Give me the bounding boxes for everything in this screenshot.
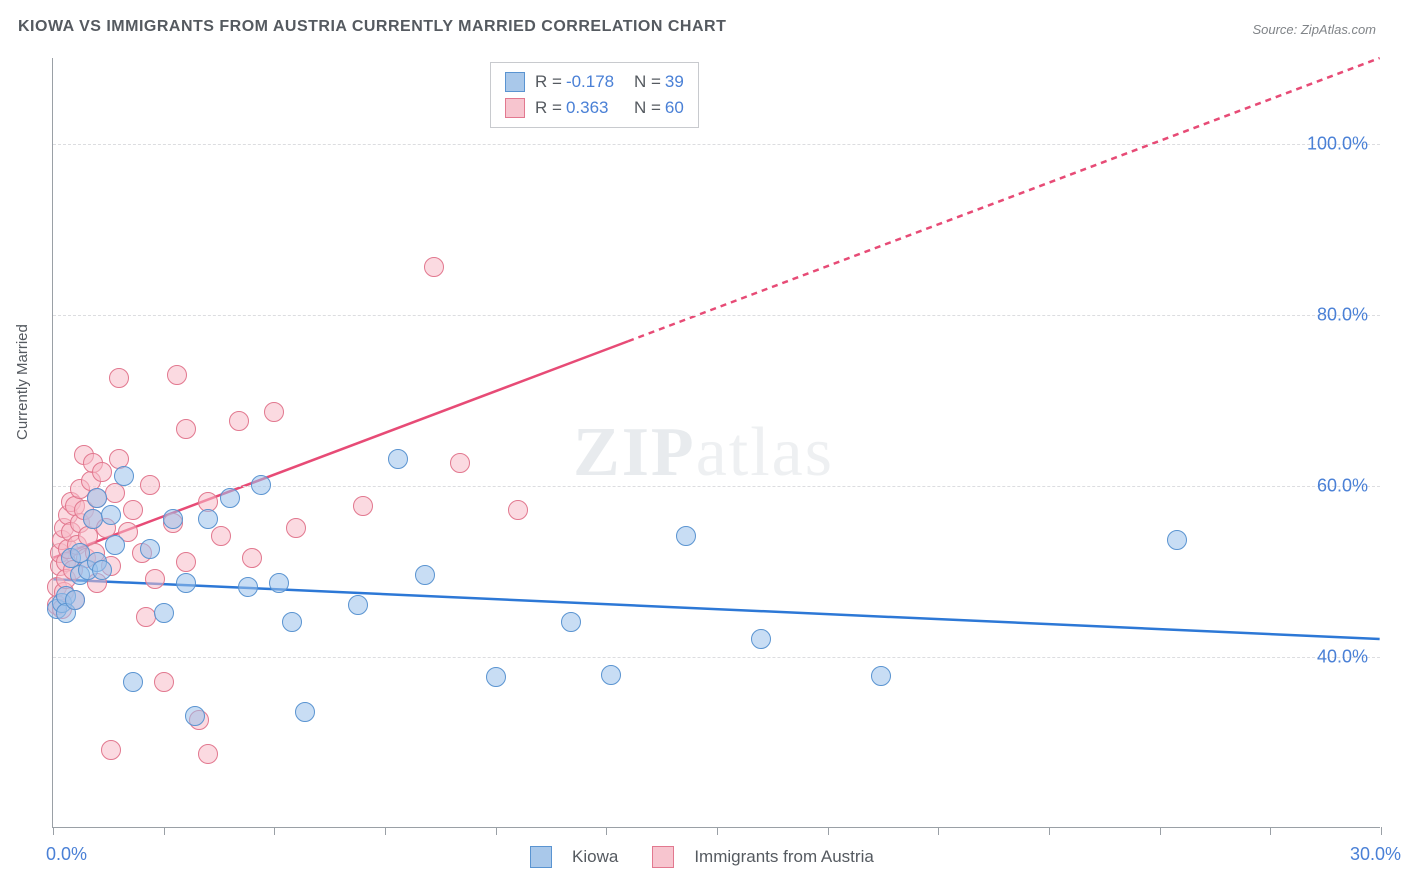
point-kiowa xyxy=(238,577,258,597)
x-tick xyxy=(496,827,497,835)
point-austria xyxy=(167,365,187,385)
legend-r-label: R = xyxy=(535,69,562,95)
legend-series: Kiowa Immigrants from Austria xyxy=(530,846,898,868)
legend-swatch xyxy=(652,846,674,868)
x-tick xyxy=(1049,827,1050,835)
point-kiowa xyxy=(295,702,315,722)
point-kiowa xyxy=(282,612,302,632)
point-austria xyxy=(508,500,528,520)
point-kiowa xyxy=(65,590,85,610)
point-kiowa xyxy=(92,560,112,580)
x-tick xyxy=(1381,827,1382,835)
point-kiowa xyxy=(388,449,408,469)
point-kiowa xyxy=(163,509,183,529)
point-kiowa xyxy=(176,573,196,593)
legend-r-value: 0.363 xyxy=(566,95,634,121)
y-tick-label: 40.0% xyxy=(1317,646,1368,667)
point-austria xyxy=(109,368,129,388)
point-austria xyxy=(198,744,218,764)
point-kiowa xyxy=(101,505,121,525)
legend-r-label: R = xyxy=(535,95,562,121)
point-kiowa xyxy=(871,666,891,686)
x-tick xyxy=(717,827,718,835)
point-austria xyxy=(264,402,284,422)
point-kiowa xyxy=(348,595,368,615)
y-tick-label: 80.0% xyxy=(1317,304,1368,325)
x-tick xyxy=(1160,827,1161,835)
legend-swatch xyxy=(505,72,525,92)
x-tick-label: 0.0% xyxy=(46,844,87,865)
point-austria xyxy=(145,569,165,589)
x-tick xyxy=(53,827,54,835)
source-attribution: Source: ZipAtlas.com xyxy=(1252,22,1376,37)
x-tick xyxy=(828,827,829,835)
point-kiowa xyxy=(140,539,160,559)
point-kiowa xyxy=(486,667,506,687)
legend-n-value: 60 xyxy=(665,95,684,121)
point-austria xyxy=(353,496,373,516)
point-austria xyxy=(229,411,249,431)
point-kiowa xyxy=(185,706,205,726)
y-axis-label: Currently Married xyxy=(14,324,31,440)
point-kiowa xyxy=(601,665,621,685)
point-kiowa xyxy=(1167,530,1187,550)
point-kiowa xyxy=(198,509,218,529)
gridline xyxy=(53,315,1380,316)
point-kiowa xyxy=(251,475,271,495)
legend-swatch xyxy=(530,846,552,868)
point-austria xyxy=(140,475,160,495)
legend-row: R = 0.363N = 60 xyxy=(505,95,684,121)
point-austria xyxy=(450,453,470,473)
legend-n-label: N = xyxy=(634,95,661,121)
y-tick-label: 100.0% xyxy=(1307,133,1368,154)
gridline xyxy=(53,657,1380,658)
point-kiowa xyxy=(415,565,435,585)
point-kiowa xyxy=(114,466,134,486)
legend-row: R = -0.178N = 39 xyxy=(505,69,684,95)
point-austria xyxy=(101,740,121,760)
point-kiowa xyxy=(561,612,581,632)
legend-swatch xyxy=(505,98,525,118)
legend-r-value: -0.178 xyxy=(566,69,634,95)
legend-label: Kiowa xyxy=(572,847,618,867)
x-tick-label: 30.0% xyxy=(1350,844,1401,865)
point-kiowa xyxy=(676,526,696,546)
point-kiowa xyxy=(123,672,143,692)
plot-area: ZIPatlas 40.0% 60.0% 80.0% 100.0% xyxy=(52,58,1380,828)
point-austria xyxy=(242,548,262,568)
y-tick-label: 60.0% xyxy=(1317,475,1368,496)
legend-label: Immigrants from Austria xyxy=(694,847,874,867)
point-kiowa xyxy=(751,629,771,649)
point-kiowa xyxy=(269,573,289,593)
point-austria xyxy=(424,257,444,277)
point-kiowa xyxy=(220,488,240,508)
x-tick xyxy=(938,827,939,835)
point-austria xyxy=(286,518,306,538)
point-austria xyxy=(105,483,125,503)
point-austria xyxy=(176,552,196,572)
gridline xyxy=(53,144,1380,145)
watermark: ZIPatlas xyxy=(573,413,834,493)
point-kiowa xyxy=(154,603,174,623)
point-kiowa xyxy=(105,535,125,555)
point-austria xyxy=(176,419,196,439)
point-kiowa xyxy=(87,488,107,508)
legend-n-value: 39 xyxy=(665,69,684,95)
point-austria xyxy=(92,462,112,482)
x-tick xyxy=(274,827,275,835)
legend-n-label: N = xyxy=(634,69,661,95)
point-austria xyxy=(123,500,143,520)
point-austria xyxy=(154,672,174,692)
point-austria xyxy=(211,526,231,546)
x-tick xyxy=(1270,827,1271,835)
x-tick xyxy=(164,827,165,835)
legend-correlation-box: R = -0.178N = 39R = 0.363N = 60 xyxy=(490,62,699,128)
x-tick xyxy=(385,827,386,835)
x-tick xyxy=(606,827,607,835)
chart-title: KIOWA VS IMMIGRANTS FROM AUSTRIA CURRENT… xyxy=(18,18,726,36)
